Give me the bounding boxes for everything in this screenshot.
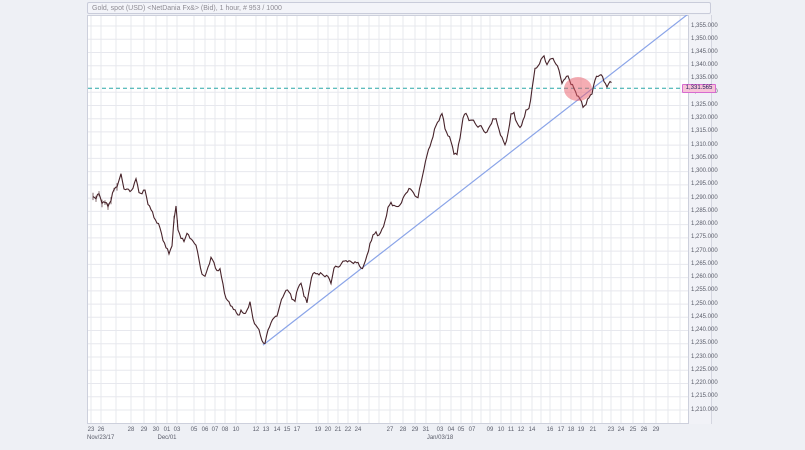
price-tick-label: 1,210.000 xyxy=(691,406,718,413)
price-tick-label: 1,215.000 xyxy=(691,393,718,400)
price-tick-label: 1,220.000 xyxy=(691,380,718,387)
price-tick-label: 1,260.000 xyxy=(691,274,718,281)
price-tick-label: 1,235.000 xyxy=(691,340,718,347)
time-tick-label: 26 xyxy=(640,427,648,433)
time-tick-label: 16 xyxy=(546,427,554,433)
price-tick-label: 1,290.000 xyxy=(691,194,718,201)
time-tick-label: 21 xyxy=(334,427,342,433)
time-tick-label: 29 xyxy=(411,427,419,433)
price-tick-label: 1,350.000 xyxy=(691,35,718,42)
price-tick-label: 1,335.000 xyxy=(691,75,718,82)
date-label: Dec/01 xyxy=(157,435,177,441)
time-tick-label: 07 xyxy=(211,427,219,433)
price-tick-label: 1,280.000 xyxy=(691,221,718,228)
time-tick-label: 12 xyxy=(517,427,525,433)
price-tick-label: 1,245.000 xyxy=(691,313,718,320)
price-tick-label: 1,255.000 xyxy=(691,287,718,294)
time-tick-label: 17 xyxy=(557,427,565,433)
price-tick-label: 1,340.000 xyxy=(691,62,718,69)
time-tick-label: 21 xyxy=(589,427,597,433)
price-tick-label: 1,355.000 xyxy=(691,22,718,29)
time-tick-label: 31 xyxy=(422,427,430,433)
price-tick-label: 1,310.000 xyxy=(691,141,718,148)
time-tick-label: 01 xyxy=(163,427,171,433)
time-tick-label: 19 xyxy=(314,427,322,433)
time-tick-label: 23 xyxy=(607,427,615,433)
candlestick-series xyxy=(92,54,612,345)
time-tick-label: 08 xyxy=(221,427,229,433)
price-tick-label: 1,305.000 xyxy=(691,154,718,161)
time-tick-label: 30 xyxy=(152,427,160,433)
price-tick-label: 1,320.000 xyxy=(691,115,718,122)
price-tick-label: 1,240.000 xyxy=(691,327,718,334)
price-tick-label: 1,230.000 xyxy=(691,353,718,360)
time-tick-label: 03 xyxy=(173,427,181,433)
time-tick-label: 19 xyxy=(577,427,585,433)
annotation-circle[interactable] xyxy=(564,77,592,102)
time-tick-label: 11 xyxy=(507,427,515,433)
price-tick-label: 1,225.000 xyxy=(691,366,718,373)
chart-title-bar: Gold, spot (USD) <NetDania Fx&> (Bid), 1… xyxy=(87,2,711,14)
current-price-tag: 1,331.565 xyxy=(682,83,716,93)
trendline[interactable] xyxy=(262,15,688,346)
price-tick-label: 1,295.000 xyxy=(691,181,718,188)
time-tick-label: 28 xyxy=(399,427,407,433)
time-tick-label: 28 xyxy=(127,427,135,433)
time-tick-label: 17 xyxy=(293,427,301,433)
time-tick-label: 15 xyxy=(283,427,291,433)
time-tick-label: 18 xyxy=(567,427,575,433)
time-tick-label: 14 xyxy=(528,427,536,433)
time-tick-label: 29 xyxy=(652,427,660,433)
time-tick-label: 04 xyxy=(447,427,455,433)
time-tick-label: 14 xyxy=(273,427,281,433)
date-label: Jan/03/18 xyxy=(426,435,454,441)
date-label: Nov/23/17 xyxy=(87,435,115,441)
time-tick-label: 26 xyxy=(97,427,105,433)
price-tick-label: 1,275.000 xyxy=(691,234,718,241)
price-tick-label: 1,345.000 xyxy=(691,48,718,55)
price-tick-label: 1,250.000 xyxy=(691,300,718,307)
time-tick-label: 23 xyxy=(87,427,95,433)
time-tick-label: 25 xyxy=(629,427,637,433)
time-tick-label: 22 xyxy=(344,427,352,433)
time-tick-label: 24 xyxy=(354,427,362,433)
time-tick-label: 10 xyxy=(497,427,505,433)
time-tick-label: 24 xyxy=(617,427,625,433)
price-tick-label: 1,265.000 xyxy=(691,260,718,267)
time-axis[interactable]: 23 26 28 29 30 01 03 05 06 07 08 10 12 13 14 15 17 19 20 21… xyxy=(87,424,712,445)
plot-svg[interactable] xyxy=(87,15,689,424)
chart-title: Gold, spot (USD) <NetDania Fx&> (Bid), 1… xyxy=(92,5,282,12)
time-tick-label: 29 xyxy=(140,427,148,433)
time-tick-label: 09 xyxy=(486,427,494,433)
price-tick-label: 1,270.000 xyxy=(691,247,718,254)
time-tick-label: 20 xyxy=(324,427,332,433)
time-tick-label: 05 xyxy=(457,427,465,433)
price-tick-label: 1,315.000 xyxy=(691,128,718,135)
time-tick-label: 06 xyxy=(201,427,209,433)
price-tick-label: 1,285.000 xyxy=(691,207,718,214)
candle-wicks xyxy=(92,183,178,228)
time-tick-label: 27 xyxy=(386,427,394,433)
time-tick-label: 07 xyxy=(468,427,476,433)
time-tick-label: 12 xyxy=(252,427,260,433)
time-tick-label: 10 xyxy=(232,427,240,433)
price-axis[interactable]: 1,355.000 1,350.000 1,345.000 1,340.000 1,33… xyxy=(689,15,718,424)
time-tick-label: 05 xyxy=(190,427,198,433)
time-tick-label: 13 xyxy=(262,427,270,433)
price-tick-label: 1,325.000 xyxy=(691,101,718,108)
time-tick-label: 03 xyxy=(436,427,444,433)
price-tick-label: 1,300.000 xyxy=(691,168,718,175)
